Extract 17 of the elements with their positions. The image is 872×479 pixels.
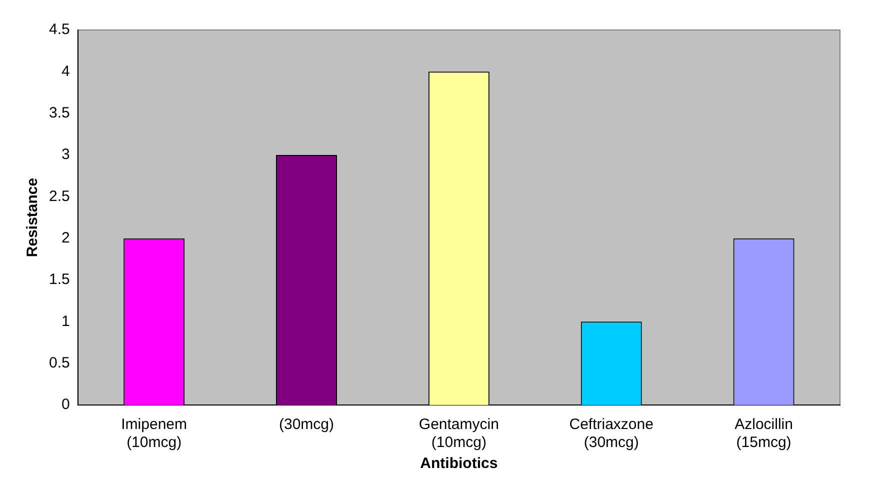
x-tick-label: (30mcg) [278, 416, 334, 434]
y-tick-label: 3.5 [48, 104, 70, 122]
y-tick-label: 2 [62, 229, 70, 246]
y-tick-label: 3 [62, 146, 70, 164]
y-tick-label: 4.5 [48, 21, 70, 38]
y-tick-label: 1 [62, 312, 70, 330]
y-tick-label: 0.5 [48, 354, 70, 372]
y-tick-label: 0 [62, 396, 70, 414]
x-tick-label: Imipenem (10mcg) [121, 416, 187, 452]
y-tick-label: 4 [62, 62, 70, 80]
y-axis-title: Resistance [24, 178, 42, 258]
x-tick-label: Ceftriaxzone (30mcg) [569, 416, 654, 452]
x-tick-label: Gentamycin (10mcg) [418, 416, 499, 452]
x-tick-label: Azlocillin (15mcg) [734, 416, 793, 452]
y-tick-label: 2.5 [48, 188, 70, 205]
y-tick-label: 1.5 [48, 271, 70, 288]
x-axis-title: Antibiotics [420, 455, 498, 472]
